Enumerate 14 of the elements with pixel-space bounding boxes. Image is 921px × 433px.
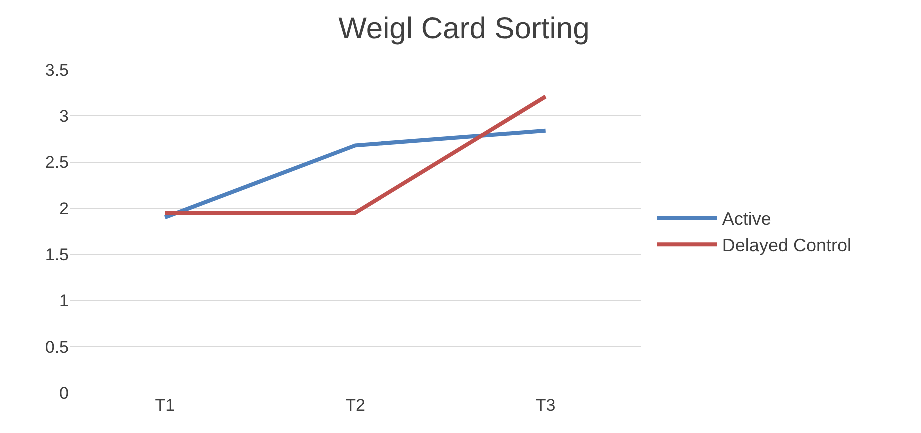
x-tick-label: T3 (536, 396, 556, 415)
y-tick-label: 0 (60, 384, 69, 403)
y-tick-label: 2 (60, 199, 69, 218)
x-tick-label: T2 (346, 396, 366, 415)
legend-label: Delayed Control (722, 236, 852, 256)
y-tick-label: 3.5 (45, 60, 69, 80)
x-tick-label: T1 (155, 396, 176, 415)
y-tick-label: 1.5 (45, 246, 69, 265)
chart-title: Weigl Card Sorting (338, 12, 590, 46)
y-tick-label: 1 (60, 292, 69, 311)
legend-label: Active (722, 209, 772, 230)
y-tick-label: 2.5 (45, 153, 69, 172)
y-tick-label: 3 (60, 107, 69, 126)
y-tick-label: 0.5 (45, 338, 69, 357)
